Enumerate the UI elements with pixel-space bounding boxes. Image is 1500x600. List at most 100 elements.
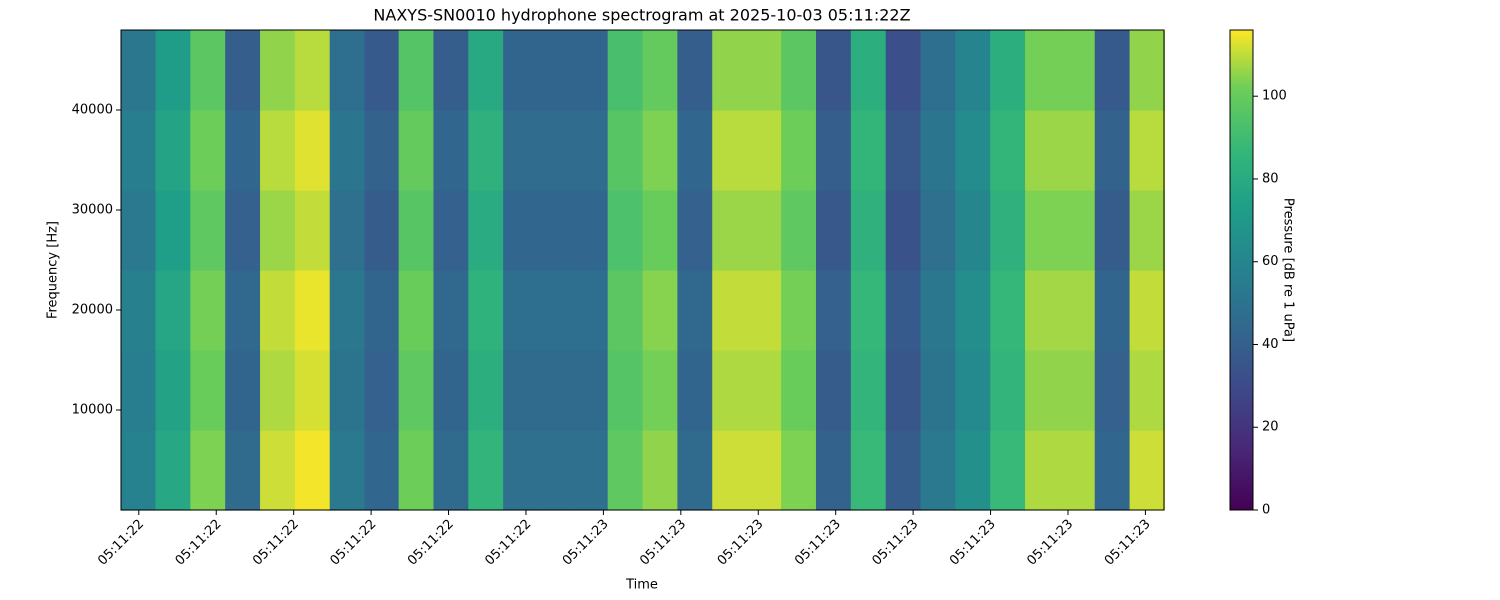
heat-cell <box>433 430 469 511</box>
heat-cell <box>850 190 887 271</box>
colorbar-tick-label: 80 <box>1262 171 1279 186</box>
heat-cell <box>329 110 366 191</box>
heat-cell <box>1094 430 1131 511</box>
chart-title: NAXYS-SN0010 hydrophone spectrogram at 2… <box>373 6 910 25</box>
heat-cell <box>1059 190 1096 271</box>
x-tick-label: 05:11:23 <box>792 517 844 569</box>
heat-cell <box>1025 190 1061 271</box>
heat-cell <box>398 430 434 511</box>
heat-cell <box>155 30 191 111</box>
heat-cell <box>607 270 644 351</box>
heat-cell <box>468 190 504 271</box>
colorbar-tick-label: 40 <box>1262 337 1279 352</box>
heat-cell <box>294 30 331 111</box>
heat-cell <box>815 350 852 431</box>
heat-cell <box>364 30 400 111</box>
heat-cell <box>503 270 539 351</box>
heat-cell <box>503 190 539 271</box>
plot-frame <box>120 29 1165 511</box>
heat-cell <box>607 190 644 271</box>
heat-cell <box>433 190 469 271</box>
heat-cell <box>885 270 922 351</box>
heat-cell <box>294 270 331 351</box>
heat-cell <box>747 30 783 111</box>
heat-cell <box>120 430 157 511</box>
heat-cell <box>1129 350 1165 431</box>
heat-cell <box>120 350 157 431</box>
heat-cell <box>329 30 366 111</box>
heat-cell <box>225 30 261 111</box>
heat-cell <box>677 190 713 271</box>
heat-cell <box>572 430 609 511</box>
heat-cell <box>607 30 644 111</box>
heat-cell <box>468 430 504 511</box>
colorbar-tick-label: 100 <box>1262 89 1287 104</box>
heat-cell <box>364 110 400 191</box>
heat-cell <box>398 270 434 351</box>
heat-cell <box>885 30 922 111</box>
heat-cell <box>920 430 956 511</box>
heat-cell <box>329 270 366 351</box>
heat-cell <box>572 190 609 271</box>
heat-cell <box>433 270 469 351</box>
heat-cell <box>990 350 1026 431</box>
heat-cell <box>190 430 226 511</box>
heat-cell <box>1094 30 1131 111</box>
heat-cell <box>1059 270 1096 351</box>
colorbar <box>1229 29 1254 511</box>
heat-cell <box>850 430 887 511</box>
heat-cell <box>190 350 226 431</box>
heat-cell <box>955 270 991 351</box>
colorbar-tick-label: 0 <box>1262 503 1270 518</box>
heat-cell <box>885 350 922 431</box>
heat-cell <box>642 270 678 351</box>
heat-cell <box>572 110 609 191</box>
x-tick-label: 05:11:23 <box>637 517 689 569</box>
heat-cell <box>398 110 434 191</box>
heat-cell <box>260 270 296 351</box>
heat-cell <box>920 270 956 351</box>
heat-cell <box>294 110 331 191</box>
heat-cell <box>398 350 434 431</box>
heat-cell <box>747 270 783 351</box>
heat-cell <box>850 350 887 431</box>
colorbar-label: Pressure [dB re 1 uPa] <box>1281 198 1296 342</box>
heat-cell <box>364 190 400 271</box>
heat-cell <box>225 270 261 351</box>
heat-cell <box>607 110 644 191</box>
heat-cell <box>712 110 748 191</box>
x-tick-label: 05:11:23 <box>560 517 612 569</box>
heat-cell <box>364 430 400 511</box>
heat-cell <box>294 190 331 271</box>
heat-cell <box>712 190 748 271</box>
heat-cell <box>920 110 956 191</box>
heat-cell <box>677 110 713 191</box>
heat-cell <box>294 350 331 431</box>
heat-cell <box>538 190 574 271</box>
heat-cell <box>642 190 678 271</box>
heat-cell <box>1129 190 1165 271</box>
heat-cell <box>329 430 366 511</box>
heat-cell <box>225 430 261 511</box>
x-tick-label: 05:11:23 <box>715 517 767 569</box>
x-axis-label: Time <box>625 578 658 593</box>
heat-cell <box>329 190 366 271</box>
heat-cell <box>538 430 574 511</box>
y-tick-label: 40000 <box>72 103 113 118</box>
x-tick-label: 05:11:22 <box>328 517 380 569</box>
heat-cell <box>920 30 956 111</box>
heat-cell <box>503 350 539 431</box>
heat-cell <box>433 110 469 191</box>
heat-cell <box>398 30 434 111</box>
heat-cell <box>1025 30 1061 111</box>
heat-cell <box>815 110 852 191</box>
heat-cell <box>885 430 922 511</box>
heat-cell <box>815 190 852 271</box>
heat-cell <box>120 30 157 111</box>
heat-cell <box>225 190 261 271</box>
heat-cell <box>955 30 991 111</box>
heat-cell <box>1129 110 1165 191</box>
heat-cell <box>781 190 817 271</box>
heat-cell <box>155 350 191 431</box>
heat-cell <box>955 110 991 191</box>
